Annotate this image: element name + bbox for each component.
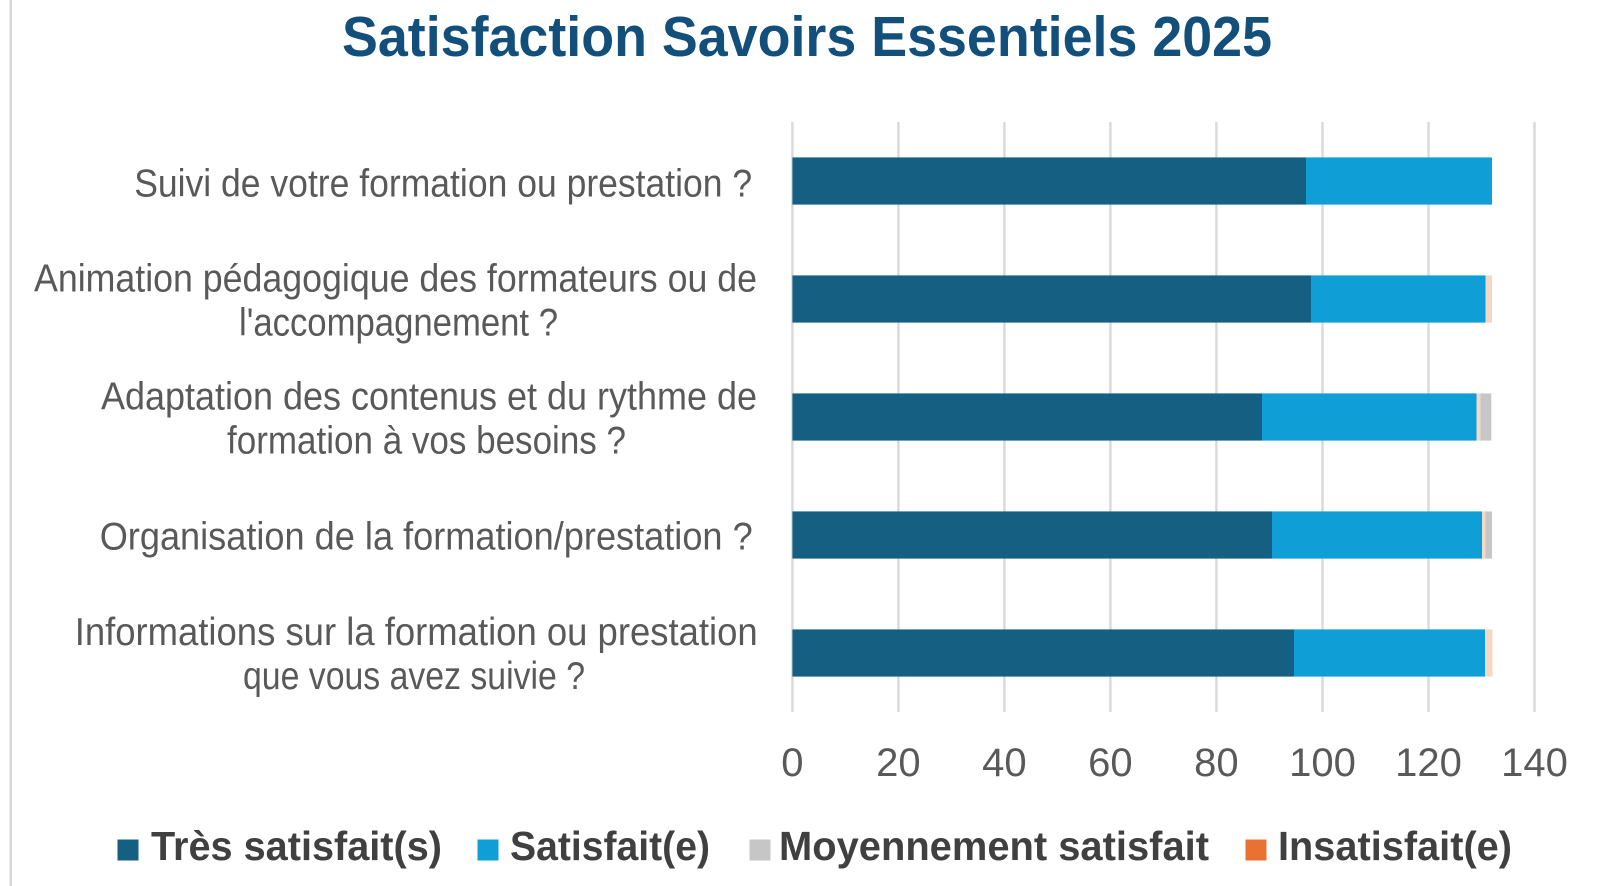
- svg-text:Moyennement satisfait: Moyennement satisfait: [779, 823, 1209, 869]
- svg-text:Satisfait(e): Satisfait(e): [510, 823, 710, 869]
- svg-text:Satisfaction Savoirs Essentiel: Satisfaction Savoirs Essentiels 2025: [342, 5, 1272, 69]
- svg-text:Suivi de votre formation ou pr: Suivi de votre formation ou prestation ?: [134, 163, 752, 206]
- svg-text:l'accompagnement ?: l'accompagnement ?: [239, 302, 558, 345]
- svg-text:que vous avez suivie ?: que vous avez suivie ?: [243, 655, 585, 698]
- svg-text:Très satisfait(s): Très satisfait(s): [151, 823, 442, 869]
- svg-text:80: 80: [1194, 741, 1239, 785]
- svg-text:Informations sur la formation: Informations sur la formation ou prestat…: [75, 611, 758, 654]
- svg-text:140: 140: [1501, 741, 1568, 785]
- svg-text:0: 0: [781, 741, 803, 785]
- svg-text:60: 60: [1088, 741, 1133, 785]
- svg-text:Adaptation des contenus et du: Adaptation des contenus et du rythme de: [101, 376, 757, 419]
- svg-text:Insatisfait(e): Insatisfait(e): [1278, 823, 1512, 869]
- svg-text:100: 100: [1289, 741, 1356, 785]
- svg-text:Organisation de la formation/p: Organisation de la formation/prestation …: [100, 516, 753, 559]
- svg-text:120: 120: [1395, 741, 1462, 785]
- svg-text:formation à vos besoins ?: formation à vos besoins ?: [227, 420, 626, 463]
- svg-text:Animation pédagogique des form: Animation pédagogique des formateurs ou …: [34, 258, 757, 301]
- svg-text:40: 40: [982, 741, 1027, 785]
- svg-text:20: 20: [876, 741, 921, 785]
